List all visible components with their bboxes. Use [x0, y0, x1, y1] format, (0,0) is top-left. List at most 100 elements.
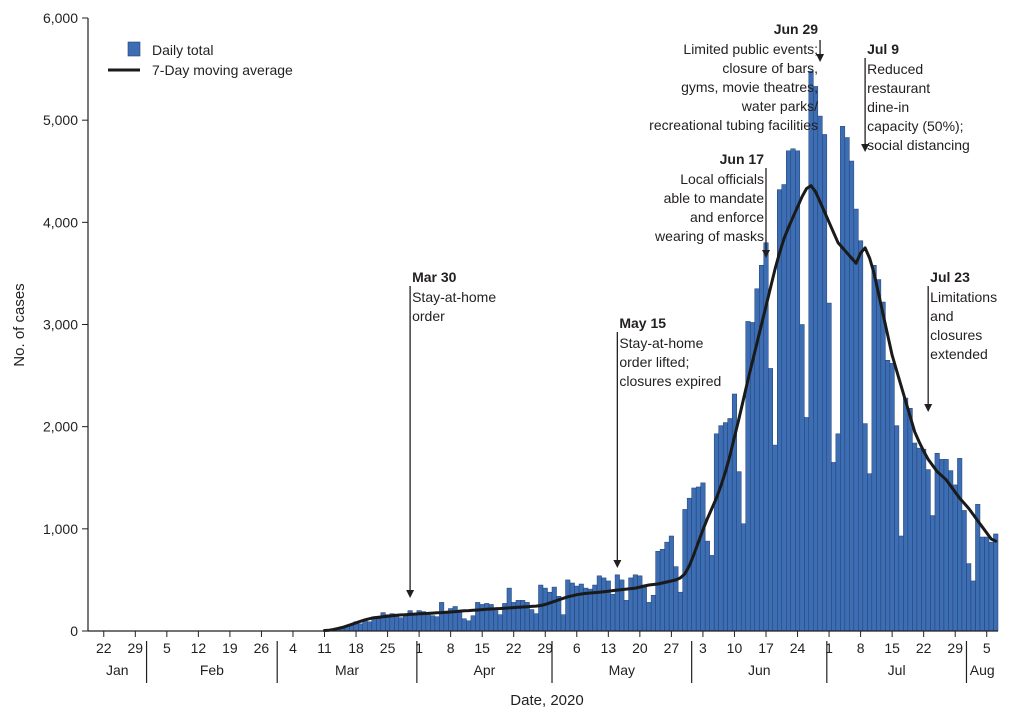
- annotation-text: gyms, movie theatres,: [681, 79, 818, 95]
- daily-bar: [930, 515, 936, 632]
- daily-bar: [578, 583, 584, 632]
- daily-bar: [772, 444, 778, 632]
- daily-bar: [952, 484, 958, 632]
- daily-bar: [880, 301, 886, 632]
- x-tick-label: 29: [537, 640, 553, 656]
- daily-bar: [767, 368, 774, 632]
- daily-bar: [795, 150, 801, 632]
- daily-bar: [493, 610, 499, 632]
- daily-bar: [898, 535, 904, 632]
- x-tick-label: 22: [916, 640, 932, 656]
- daily-bar: [925, 469, 931, 632]
- annotation-text: Limitations: [930, 289, 997, 305]
- daily-bar: [849, 160, 855, 632]
- month-label: May: [609, 662, 635, 678]
- daily-bar: [722, 422, 728, 632]
- daily-bar: [358, 623, 364, 632]
- daily-bar: [664, 541, 670, 632]
- annotation-text: social distancing: [867, 137, 970, 153]
- daily-bar: [457, 612, 463, 632]
- daily-bar: [912, 442, 918, 632]
- x-tick-label: 15: [474, 640, 490, 656]
- annotation-date: May 15: [619, 315, 666, 331]
- daily-bar: [560, 614, 566, 632]
- daily-bar: [650, 594, 656, 632]
- daily-bar: [835, 433, 841, 632]
- daily-bar: [813, 86, 819, 632]
- axes-layer: 22 29 5 12 19 26 4 11 18 25 1 8 15 22 29 6 13 20 27 3 10 17 24…: [87, 18, 998, 683]
- daily-bar: [574, 585, 580, 632]
- x-tick-label: 13: [601, 640, 617, 656]
- x-tick-label: 1: [825, 640, 833, 656]
- daily-bar: [934, 452, 940, 632]
- daily-bar: [376, 618, 382, 632]
- annotation-text: water parks/: [741, 98, 818, 114]
- daily-bar: [529, 609, 535, 632]
- annotation-text: recreational tubing facilities: [649, 117, 818, 133]
- annotations-layer: Mar 30 Stay-at-home order May 15 Stay-at-hom…: [406, 21, 997, 598]
- daily-bar: [542, 587, 548, 632]
- daily-bar: [610, 593, 616, 632]
- legend-label-moving-average: 7-Day moving average: [152, 62, 293, 78]
- daily-bar: [412, 614, 418, 632]
- x-tick-label: 26: [254, 640, 270, 656]
- x-tick-label: 8: [447, 640, 455, 656]
- y-tick-label: 0: [70, 623, 78, 639]
- month-label: Jun: [748, 662, 771, 678]
- daily-bar: [596, 575, 602, 632]
- daily-bar: [466, 620, 472, 632]
- daily-bar: [907, 408, 913, 632]
- month-label: Jan: [106, 662, 129, 678]
- annotation-arrow-head: [861, 144, 870, 152]
- daily-bar: [709, 555, 715, 632]
- x-tick-label: 8: [857, 640, 865, 656]
- daily-bar: [916, 447, 922, 632]
- daily-bar: [475, 602, 481, 632]
- x-tick-label: 17: [758, 640, 774, 656]
- daily-bar: [367, 621, 373, 632]
- annotation-arrow-head: [761, 250, 770, 258]
- y-tick-label: 6,000: [43, 10, 78, 26]
- daily-bar: [799, 324, 805, 632]
- annotation-text: extended: [930, 346, 988, 362]
- x-tick-label: 10: [727, 640, 743, 656]
- daily-bar: [443, 613, 449, 632]
- daily-bar: [844, 137, 850, 632]
- annotation-text: Reduced: [867, 61, 923, 77]
- annotation-text: Limited public events;: [683, 41, 818, 57]
- annotation-date: Jul 9: [867, 41, 899, 57]
- x-tick-label: 22: [96, 640, 112, 656]
- annotation-text: wearing of masks: [654, 228, 764, 244]
- annotation-text: order: [412, 308, 445, 324]
- daily-bar: [948, 470, 954, 632]
- daily-bar: [979, 536, 985, 632]
- daily-bar: [713, 433, 719, 632]
- daily-bar: [673, 566, 679, 632]
- y-axis-title: No. of cases: [11, 283, 28, 366]
- daily-bar: [439, 602, 445, 632]
- daily-bar: [966, 563, 972, 632]
- month-label: Aug: [970, 662, 995, 678]
- daily-bars: [322, 70, 999, 632]
- daily-bar: [515, 600, 521, 632]
- y-tick-label: 4,000: [43, 214, 78, 230]
- daily-bar: [628, 577, 634, 632]
- moving-average-line: [323, 184, 998, 632]
- daily-bar: [740, 523, 746, 632]
- daily-bar: [903, 397, 909, 632]
- daily-bar: [876, 279, 882, 632]
- daily-bar: [587, 588, 593, 632]
- daily-bar: [506, 587, 512, 632]
- x-tick-label: 24: [790, 640, 806, 656]
- daily-bar: [601, 577, 607, 632]
- x-tick-label: 19: [222, 640, 238, 656]
- daily-bar: [858, 240, 864, 632]
- annotation-text: capacity (50%);: [867, 118, 963, 134]
- annotation-arrow-head: [406, 590, 415, 598]
- legend: Daily total 7-Day moving average: [108, 41, 293, 78]
- daily-bar: [533, 613, 539, 632]
- y-axis-layer: 0 1,000 2,000 3,000 4,000 5,000 6,000: [43, 10, 88, 639]
- annotation-text: closures: [930, 327, 982, 343]
- daily-bar: [867, 473, 873, 632]
- daily-bar: [984, 536, 990, 632]
